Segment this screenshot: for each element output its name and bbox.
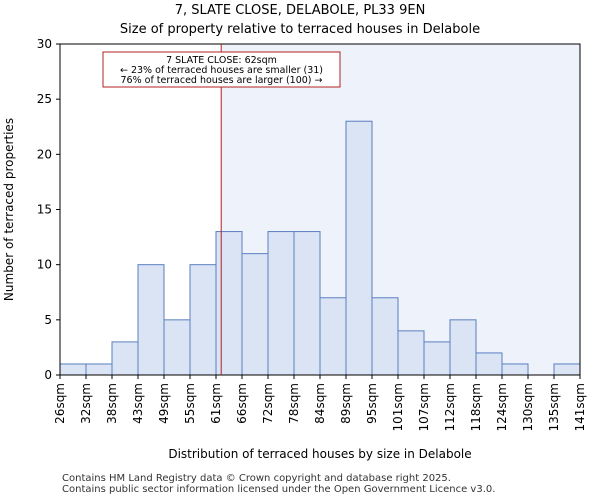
x-tick-label: 89sqm	[339, 383, 353, 424]
x-tick-label: 72sqm	[261, 383, 275, 424]
y-tick-label: 0	[44, 368, 52, 382]
y-tick-label: 20	[37, 147, 52, 161]
x-tick-label: 141sqm	[573, 383, 587, 431]
histogram-bar	[475, 352, 503, 376]
x-tick-label: 112sqm	[443, 383, 457, 431]
histogram-bar	[371, 297, 399, 376]
histogram-bar	[423, 341, 451, 376]
histogram-bar	[449, 319, 477, 376]
x-tick-label: 118sqm	[469, 383, 483, 431]
histogram-bar	[501, 363, 529, 376]
histogram-bar	[241, 253, 269, 376]
x-tick-label: 135sqm	[547, 383, 561, 431]
histogram-bar	[267, 231, 295, 376]
x-tick-label: 124sqm	[495, 383, 509, 431]
x-axis-label: Distribution of terraced houses by size …	[168, 447, 471, 461]
x-tick-label: 38sqm	[105, 383, 119, 424]
y-tick-label: 10	[37, 258, 52, 272]
x-tick-label: 101sqm	[391, 383, 405, 431]
y-tick-label: 15	[37, 203, 52, 217]
x-tick-label: 55sqm	[183, 383, 197, 424]
x-tick-label: 66sqm	[235, 383, 249, 424]
footer-copyright: Contains HM Land Registry data © Crown c…	[62, 473, 451, 484]
x-tick-label: 26sqm	[53, 383, 67, 424]
x-tick-label: 107sqm	[417, 383, 431, 431]
x-tick-label: 130sqm	[521, 383, 535, 431]
histogram-bar	[553, 363, 581, 376]
histogram-bar	[215, 231, 243, 376]
x-tick-label: 95sqm	[365, 383, 379, 424]
histogram-bar	[319, 297, 347, 376]
y-axis-label: Number of terraced properties	[2, 118, 16, 301]
x-tick-label: 78sqm	[287, 383, 301, 424]
histogram-bar	[189, 264, 217, 376]
x-tick-label: 84sqm	[313, 383, 327, 424]
footer-licence: Contains public sector information licen…	[62, 484, 496, 495]
y-tick-label: 25	[37, 92, 52, 106]
histogram-bar	[397, 330, 425, 376]
annotation-title: 7 SLATE CLOSE: 62sqm	[166, 55, 277, 66]
histogram-bar	[111, 341, 139, 376]
x-tick-label: 32sqm	[79, 383, 93, 424]
y-tick-label: 30	[37, 37, 52, 51]
x-tick-label: 49sqm	[157, 383, 171, 424]
histogram-bar	[163, 319, 191, 376]
annotation-larger: 76% of terraced houses are larger (100) …	[121, 75, 323, 86]
histogram-bar	[293, 231, 321, 376]
x-tick-label: 43sqm	[131, 383, 145, 424]
histogram-bar	[137, 264, 165, 376]
histogram-bar	[59, 363, 87, 376]
histogram-bar	[345, 120, 373, 376]
y-tick-label: 5	[44, 313, 52, 327]
annotation-smaller: ← 23% of terraced houses are smaller (31…	[120, 65, 323, 76]
chart-subtitle: Size of property relative to terraced ho…	[119, 22, 481, 37]
histogram-chart: 0 5 10 15 20 25 30 26sqm 32sqm 38sqm 43sqm 49sqm 55s…	[2, 37, 587, 461]
histogram-bar	[85, 363, 113, 376]
chart-title: 7, SLATE CLOSE, DELABOLE, PL33 9EN	[174, 3, 426, 18]
x-tick-label: 61sqm	[209, 383, 223, 424]
annotation-box	[102, 51, 341, 88]
